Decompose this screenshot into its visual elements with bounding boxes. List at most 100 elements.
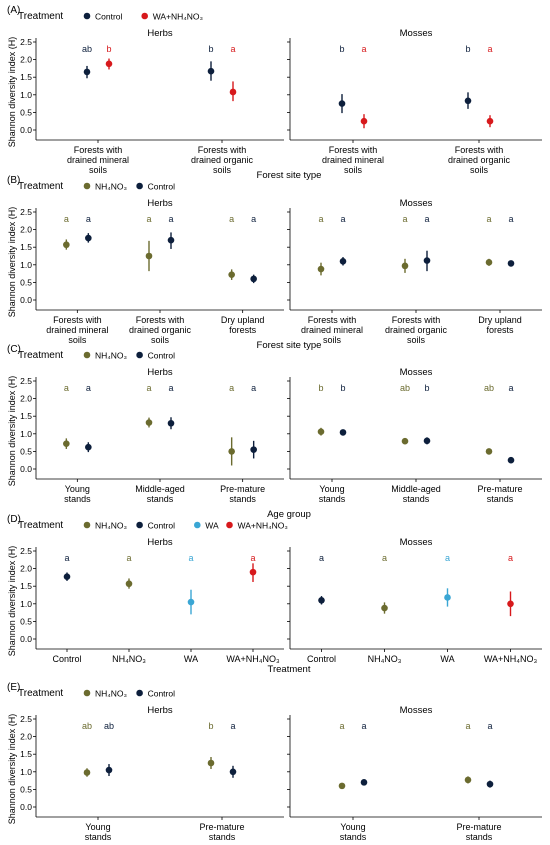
x-tick-label: Middle-aged (391, 484, 441, 494)
facet-title: Mosses (400, 198, 433, 209)
x-tick-label: stands (209, 832, 236, 842)
facet-title: Herbs (147, 537, 173, 548)
chart-panel-c: (C)Treatment NH₄NO₃ Control Shannon diversi… (7, 344, 542, 520)
facet-title: Herbs (147, 28, 173, 39)
significance-letter: a (86, 214, 91, 224)
significance-letter: b (318, 383, 323, 393)
data-point (401, 262, 409, 270)
significance-letter: a (339, 721, 344, 731)
significance-letter: a (168, 214, 173, 224)
significance-letter: ab (82, 44, 92, 54)
x-tick-label: Pre-mature (456, 822, 501, 832)
legend-key-nh4no3 (83, 182, 91, 190)
significance-letter: a (318, 214, 323, 224)
significance-letter: b (106, 44, 111, 54)
data-point (444, 594, 451, 601)
legend-label: NH₄NO₃ (95, 182, 127, 192)
x-tick-label: Dry upland (478, 315, 522, 325)
data-point (229, 768, 237, 776)
data-point (507, 456, 515, 464)
data-point (339, 257, 347, 265)
significance-letter: a (487, 44, 492, 54)
facet-title: Mosses (400, 537, 433, 548)
significance-letter: a (126, 553, 131, 563)
x-tick-label: stands (85, 832, 112, 842)
x-tick-label: WA+NH₄NO₃ (226, 654, 280, 664)
significance-letter: b (340, 383, 345, 393)
x-axis-label: Forest site type (257, 170, 322, 181)
y-axis-label: Shannon diversity index (H) (7, 546, 17, 657)
data-point (167, 236, 175, 244)
x-tick-label: stands (147, 494, 174, 504)
y-tick-label: 2.0 (20, 55, 32, 65)
legend-title: Treatment (18, 11, 63, 22)
facet-title: Mosses (400, 367, 433, 378)
x-tick-label: Forests with (329, 145, 378, 155)
x-tick-label: soils (213, 165, 232, 175)
significance-letter: ab (400, 383, 410, 393)
y-tick-label: 1.5 (20, 749, 32, 759)
x-tick-label: Young (319, 484, 344, 494)
legend-key-control (136, 351, 143, 359)
data-point (85, 443, 92, 451)
x-tick-label: Pre-mature (477, 484, 522, 494)
significance-letter: a (319, 553, 324, 563)
data-point (360, 117, 368, 125)
data-point (125, 580, 133, 588)
data-point (401, 437, 409, 445)
data-point (507, 600, 514, 608)
x-tick-label: stands (64, 494, 91, 504)
significance-letter: b (424, 383, 429, 393)
x-tick-label: Forests with (53, 315, 102, 325)
facet-title: Herbs (147, 705, 173, 716)
legend-key-wa (194, 521, 201, 529)
x-tick-label: drained organic (448, 155, 511, 165)
significance-letter: b (208, 44, 213, 54)
x-tick-label: soils (151, 335, 170, 345)
x-tick-label: soils (68, 335, 87, 345)
legend-title: Treatment (18, 688, 63, 699)
legend: Treatment NH₄NO₃ Control (18, 350, 175, 361)
significance-letter: b (208, 721, 213, 731)
x-axis-label: Treatment (268, 664, 311, 675)
legend-key-control (136, 182, 143, 190)
significance-letter: ab (484, 383, 494, 393)
significance-letter: a (424, 214, 429, 224)
data-point (228, 448, 235, 455)
legend-label: Control (148, 182, 176, 192)
y-tick-label: 0.0 (20, 802, 32, 812)
significance-letter: a (230, 721, 235, 731)
significance-letter: a (250, 553, 255, 563)
chart-panel-a: (A)Treatment Control WA+NH₄NO₃ Shannon dive… (7, 5, 542, 181)
y-tick-label: 1.5 (20, 581, 32, 591)
x-tick-label: drained mineral (67, 155, 129, 165)
y-tick-label: 1.0 (20, 90, 32, 100)
x-tick-label: Middle-aged (135, 484, 185, 494)
significance-letter: b (465, 44, 470, 54)
y-tick-label: 1.0 (20, 599, 32, 609)
y-tick-label: 0.0 (20, 125, 32, 135)
y-tick-label: 0.5 (20, 616, 32, 626)
y-tick-label: 1.0 (20, 767, 32, 777)
y-tick-label: 0.0 (20, 295, 32, 305)
x-tick-label: Pre-mature (199, 822, 244, 832)
x-tick-label: stands (319, 494, 346, 504)
x-tick-label: soils (344, 165, 363, 175)
legend-key-control (83, 12, 91, 20)
x-tick-label: Forests with (74, 145, 123, 155)
legend-key-nh4no3 (83, 689, 91, 697)
legend: Treatment NH₄NO₃ Control (18, 688, 175, 699)
data-point (485, 448, 493, 455)
x-tick-label: stands (403, 494, 430, 504)
legend-label: NH₄NO₃ (95, 521, 127, 531)
data-point (423, 437, 431, 445)
x-tick-label: forests (229, 325, 257, 335)
x-tick-label: NH₄NO₃ (112, 654, 146, 664)
significance-letter: a (86, 383, 91, 393)
y-tick-label: 1.5 (20, 72, 32, 82)
legend-label: WA+NH₄NO₃ (238, 521, 288, 531)
